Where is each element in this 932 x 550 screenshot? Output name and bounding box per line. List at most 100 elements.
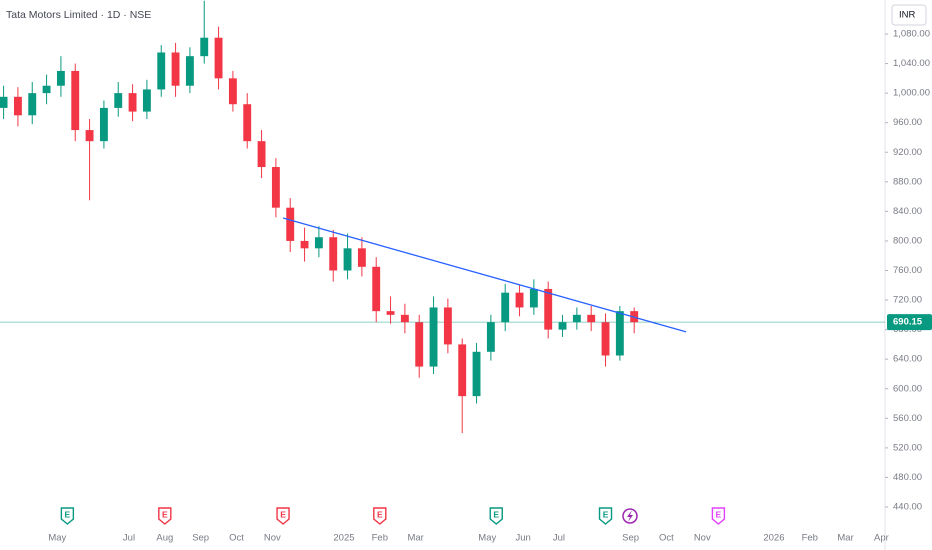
earnings-icon[interactable]: E: [373, 507, 387, 525]
earnings-shield: [711, 507, 726, 525]
earnings-label: E: [493, 509, 499, 519]
x-tick-label: Aug: [156, 533, 173, 544]
x-tick-label: May: [478, 533, 496, 544]
candle-body: [71, 70, 80, 131]
candle-body: [615, 311, 624, 356]
candle-body: [13, 96, 22, 116]
x-tick-label: Oct: [229, 533, 244, 544]
y-tick-label: 880.00: [893, 176, 922, 187]
candle-body: [128, 93, 137, 112]
chart-title: Tata Motors Limited · 1D · NSE: [6, 9, 151, 21]
candle-body: [56, 70, 65, 86]
earnings-shield: [489, 507, 503, 525]
earnings-label: E: [280, 509, 286, 519]
candle-body: [501, 292, 510, 323]
earnings-icon[interactable]: E: [276, 507, 290, 525]
x-tick-label: Sep: [622, 533, 639, 544]
y-tick-label: 720.00: [893, 295, 922, 306]
trendline: [282, 217, 687, 333]
candle-body: [300, 240, 309, 249]
candle-body: [443, 307, 452, 345]
candle-body: [458, 344, 467, 397]
candle-body: [572, 314, 581, 323]
x-tick-label: Nov: [264, 533, 281, 544]
y-tick-label: 1,000.00: [893, 88, 930, 99]
earnings-icon[interactable]: E: [489, 507, 503, 525]
x-tick-label: Apr: [874, 533, 889, 544]
earnings-icon[interactable]: E: [158, 507, 172, 525]
y-tick-label: 520.00: [893, 442, 922, 453]
candle-body: [386, 311, 395, 315]
x-tick-label: Jun: [515, 533, 530, 544]
x-tick-label: May: [48, 533, 66, 544]
candle-body: [357, 248, 366, 267]
candle-body: [314, 237, 323, 249]
price-label: 690.15: [893, 317, 923, 328]
candle-body: [472, 351, 481, 397]
candle-body: [142, 89, 151, 112]
currency-label[interactable]: INR: [899, 10, 916, 21]
candle-body: [85, 130, 94, 142]
candle-body: [529, 288, 538, 308]
x-tick-label: 2025: [333, 533, 354, 544]
x-tick-label: Mar: [837, 533, 853, 544]
currency-box[interactable]: [891, 4, 927, 26]
y-tick-label: 760.00: [893, 265, 922, 276]
candle-body: [257, 141, 266, 168]
candle-body: [415, 322, 424, 367]
dividend-icon[interactable]: [622, 508, 638, 524]
x-tick-label: Nov: [694, 533, 711, 544]
candle-body: [228, 78, 237, 105]
candle-body: [544, 288, 553, 330]
candle-body: [185, 56, 194, 86]
candle-body: [329, 237, 338, 271]
x-tick-label: Mar: [407, 533, 423, 544]
x-tick-label: Feb: [372, 533, 388, 544]
x-tick-label: Jul: [123, 533, 135, 544]
candle-body: [515, 292, 524, 308]
candle-body: [200, 37, 209, 57]
earnings-shield: [276, 507, 290, 525]
x-tick-label: Jul: [553, 533, 565, 544]
y-tick-label: 1,040.00: [893, 58, 930, 69]
earnings-label: E: [162, 509, 168, 519]
earnings-shield: [158, 507, 172, 525]
earnings-icon[interactable]: E: [711, 507, 726, 525]
x-tick-label: 2026: [763, 533, 784, 544]
earnings-shield: [60, 507, 75, 525]
earnings-label: E: [603, 509, 609, 519]
candle-body: [343, 248, 352, 271]
x-tick-label: Sep: [192, 533, 209, 544]
earnings-label: E: [65, 509, 71, 519]
earnings-icon[interactable]: E: [60, 507, 75, 525]
candle-body: [42, 85, 51, 94]
y-tick-label: 1,080.00: [893, 29, 930, 40]
candle-body: [0, 96, 8, 108]
dividend-bolt: [627, 510, 633, 522]
earnings-shield: [598, 507, 613, 525]
candle-body: [372, 266, 381, 312]
candle-body: [243, 104, 252, 142]
candle-body: [271, 167, 280, 208]
candle-body: [558, 322, 567, 330]
candle-body: [286, 207, 295, 241]
candle-body: [99, 107, 108, 142]
earnings-icon[interactable]: E: [598, 507, 613, 525]
earnings-label: E: [716, 509, 722, 519]
y-tick-label: 560.00: [893, 413, 922, 424]
candle-body: [214, 37, 223, 79]
candle-body: [400, 314, 409, 323]
candle-body: [157, 52, 166, 90]
candle-body: [486, 322, 495, 352]
candle-body: [114, 93, 123, 108]
y-tick-label: 920.00: [893, 147, 922, 158]
y-tick-label: 480.00: [893, 472, 922, 483]
y-tick-label: 640.00: [893, 354, 922, 365]
candle-body: [601, 322, 610, 356]
price-label-box: [887, 314, 932, 331]
candle-body: [171, 52, 180, 86]
y-tick-label: 800.00: [893, 235, 922, 246]
earnings-shield: [373, 507, 387, 525]
